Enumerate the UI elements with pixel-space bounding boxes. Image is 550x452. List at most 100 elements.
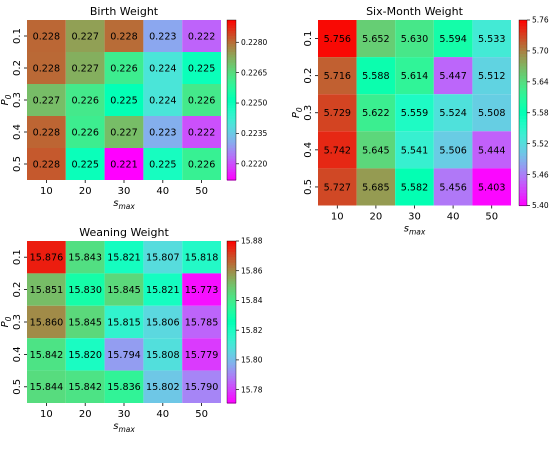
colorbar-slice <box>519 140 527 145</box>
colorbar-slice <box>227 89 236 93</box>
x-tick-label: 50 <box>195 186 208 197</box>
y-tick-label: 0.5 <box>303 179 314 195</box>
colorbar-slice <box>519 103 527 108</box>
cell-value-label: 0.225 <box>188 63 215 74</box>
colorbar: 0.2220 0.2235 0.2250 0.2265 0.2280 <box>226 19 267 181</box>
colorbar-slice <box>227 289 236 293</box>
colorbar-tick-label: 5.52 <box>532 139 549 148</box>
heatmap-cell <box>27 84 66 116</box>
cell-value-label: 5.614 <box>401 71 428 82</box>
cell-value-label: 15.807 <box>146 253 180 264</box>
y-tick-label: 0.1 <box>12 249 23 265</box>
heatmap-cell <box>395 131 434 169</box>
heatmap-cell <box>65 370 105 403</box>
cell-value-label: 0.227 <box>110 127 137 138</box>
colorbar-slice <box>227 313 236 318</box>
colorbar-slice <box>227 41 236 45</box>
y-axis-label: P0 <box>0 316 13 327</box>
colorbar-slice <box>227 273 236 277</box>
colorbar-tick-label: 5.58 <box>532 108 549 117</box>
colorbar-slice <box>227 68 236 72</box>
heatmap-cell <box>318 94 357 132</box>
colorbar-slice <box>519 199 527 204</box>
colorbar-slice <box>227 102 236 106</box>
x-axis-label: smax <box>113 421 135 434</box>
cell-value-label: 0.227 <box>71 63 98 74</box>
colorbar-slice <box>519 128 527 132</box>
colorbar-slice <box>227 292 236 296</box>
y-axis-label-subscript: 0 <box>4 316 13 321</box>
x-tick-label: 10 <box>40 409 53 420</box>
colorbar-slice <box>519 156 527 160</box>
x-axis-label: smax <box>113 198 135 211</box>
colorbar-slice <box>519 183 527 188</box>
heatmap-cell <box>182 241 221 274</box>
colorbar-slice <box>227 164 236 168</box>
colorbar-slice <box>227 400 236 404</box>
colorbar-tick-label: 5.76 <box>532 16 549 25</box>
cell-value-label: 15.842 <box>68 382 102 393</box>
heatmap-cell <box>143 116 183 148</box>
colorbar-slice <box>227 303 236 307</box>
colorbar-slice <box>519 91 527 95</box>
y-tick-label: 0.2 <box>303 68 314 84</box>
x-tick-label: 30 <box>118 409 131 420</box>
y-axis-label: P0 <box>0 94 13 105</box>
heatmap-cell <box>143 305 183 339</box>
x-axis-label-subscript: max <box>118 202 135 211</box>
colorbar-slice <box>227 281 236 285</box>
heatmap-cell <box>104 20 144 52</box>
cell-value-label: 5.729 <box>324 108 351 119</box>
colorbar-slice <box>227 86 236 90</box>
cell-value-label: 15.794 <box>107 350 141 361</box>
heatmap-cell <box>104 370 144 403</box>
colorbar-slice <box>227 305 236 310</box>
colorbar-slice <box>519 202 527 207</box>
colorbar-slice <box>227 60 236 64</box>
colorbar-slice <box>227 94 236 98</box>
heatmap-cell <box>27 241 66 274</box>
colorbar-slice <box>227 381 236 385</box>
heatmap-cell <box>433 168 473 206</box>
cell-value-label: 15.836 <box>107 382 141 393</box>
colorbar-slice <box>519 143 527 148</box>
colorbar-tick-label: 5.46 <box>532 170 549 179</box>
colorbar-slice <box>519 84 527 89</box>
colorbar-slice <box>519 100 527 105</box>
colorbar-slice <box>227 278 236 283</box>
heatmap-cell <box>143 84 183 116</box>
colorbar-slice <box>519 69 527 74</box>
colorbar-slice <box>227 156 236 160</box>
heatmap-cell <box>104 52 144 84</box>
y-axis-label: P0 <box>291 107 304 118</box>
colorbar-slice <box>519 165 527 169</box>
colorbar-slice <box>519 152 527 157</box>
heatmap-cell <box>433 94 473 132</box>
heatmap-cell <box>143 370 183 403</box>
heatmap-cell <box>395 57 434 95</box>
colorbar-slice <box>227 172 236 176</box>
heatmap-cell <box>318 131 357 169</box>
heatmap-panel-1: 0.228 0.227 0.228 0.223 0.222 0.228 0.227 0.226… <box>0 5 267 211</box>
y-tick-label: 0.3 <box>12 92 23 108</box>
colorbar-slice <box>227 174 236 178</box>
colorbar-slice <box>519 134 527 139</box>
colorbar-slice <box>227 76 236 80</box>
cell-value-label: 15.876 <box>30 253 64 264</box>
cell-value-label: 5.727 <box>324 182 351 193</box>
cell-value-label: 15.851 <box>30 285 64 296</box>
cell-value-label: 5.506 <box>439 145 466 156</box>
y-axis-label-subscript: 0 <box>4 94 13 99</box>
x-axis-label-main: s <box>404 224 409 235</box>
colorbar-slice <box>519 78 527 83</box>
colorbar-slice <box>227 373 236 377</box>
colorbar-slice <box>227 357 236 361</box>
colorbar-slice <box>519 118 527 123</box>
heatmap-cell <box>143 52 183 84</box>
colorbar-slice <box>227 251 236 256</box>
heatmap-cell <box>395 20 434 58</box>
cell-value-label: 0.226 <box>188 95 215 106</box>
colorbar-slice <box>227 100 236 104</box>
x-tick-label: 20 <box>79 409 92 420</box>
colorbar-slice <box>227 134 236 138</box>
